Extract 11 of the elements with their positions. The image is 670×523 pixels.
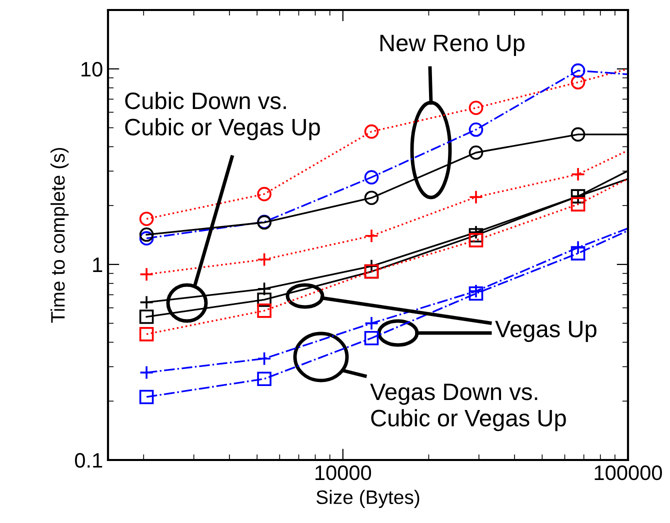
annotation: New Reno Up (380, 34, 525, 56)
annotation: Vegas Down vs. Cubic or Vegas Up (370, 384, 566, 432)
x-tick-label: 10000 (316, 465, 372, 480)
y-tick-label: 0.1 (74, 453, 102, 468)
y-tick-label: 10 (82, 62, 102, 77)
x-tick-label: 100000 (594, 465, 662, 480)
y-tick-label: 1 (93, 258, 102, 272)
x-axis-title: Size (Bytes) (316, 490, 420, 508)
y-axis-title: Time to complete (s) (50, 148, 69, 323)
annotation: Vegas Up (495, 320, 596, 342)
annotation: Cubic Down vs. Cubic or Vegas Up (125, 92, 320, 140)
